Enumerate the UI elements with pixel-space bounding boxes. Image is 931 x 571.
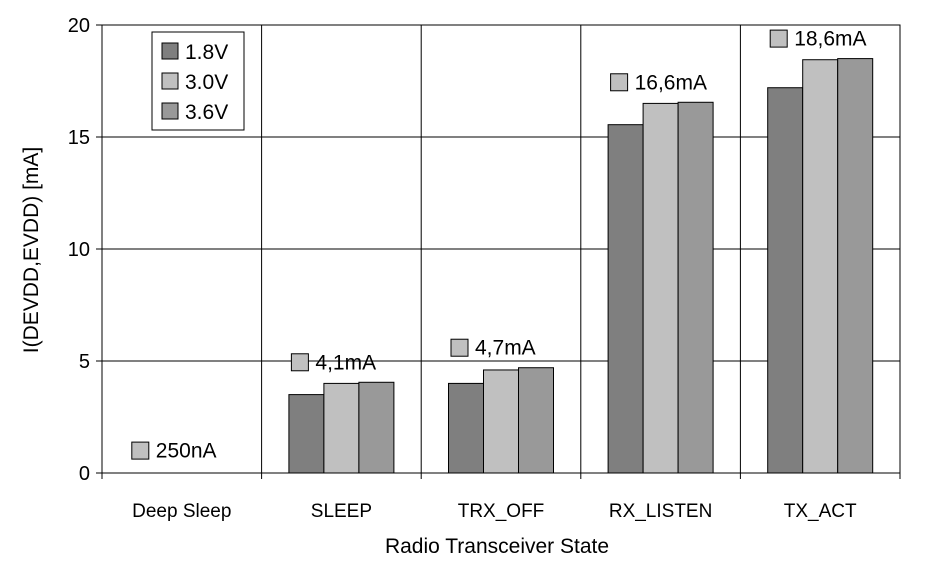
y-tick-label: 0 <box>79 463 90 485</box>
annotation-label: 4,1mA <box>315 351 376 374</box>
y-tick-label: 20 <box>68 15 90 37</box>
bar-trx-off-1-8V <box>448 382 484 474</box>
annotation-label: 250nA <box>156 440 217 463</box>
bar-sleep-3-6V <box>358 381 395 474</box>
x-tick-label: Deep Sleep <box>132 501 231 522</box>
bar-tx-act-1-8V <box>767 87 804 474</box>
annotation-marker <box>131 441 150 460</box>
y-axis-title: I(DEVDD,EVDD) [mA] <box>20 147 43 354</box>
legend-swatch <box>161 42 179 60</box>
x-tick-labels: Deep Sleep SLEEP TRX_OFF RX_LISTEN TX_ACT <box>132 501 857 522</box>
annotation-label: 16,6mA <box>635 71 707 94</box>
legend-swatch <box>161 72 179 90</box>
x-tick-label: TX_ACT <box>784 501 857 522</box>
annotation-marker <box>290 353 309 372</box>
axes <box>96 24 901 479</box>
annotation-label: 4,7mA <box>475 337 536 360</box>
annotation-marker <box>450 338 469 357</box>
annotation-label: 18,6mA <box>794 28 866 51</box>
bar-tx-act-3-6V <box>837 58 874 474</box>
legend: 1.8V 3.0V 3.6V <box>151 31 245 131</box>
bar-rx-listen-3-6V <box>677 101 714 474</box>
y-tick-label: 15 <box>68 127 90 149</box>
x-tick-label: SLEEP <box>311 501 372 522</box>
y-tick-labels: 0 5 10 15 20 <box>68 15 90 485</box>
bar-tx-act-3-0V <box>802 59 839 474</box>
x-axis-title: Radio Transceiver State <box>385 535 609 558</box>
legend-label: 3.0V <box>185 71 228 94</box>
x-tick-label: TRX_OFF <box>458 501 545 522</box>
bar-trx-off-3-0V <box>483 369 519 474</box>
bar-trx-off-3-6V <box>518 367 554 474</box>
x-tick-label: RX_LISTEN <box>609 501 712 522</box>
annotations: 250nA 4,1mA 4,7mA 16,6mA 18,6mA <box>131 28 867 463</box>
bars <box>288 58 874 474</box>
legend-label: 3.6V <box>185 101 228 124</box>
bar-sleep-3-0V <box>323 382 360 474</box>
legend-label: 1.8V <box>185 41 228 64</box>
y-tick-label: 10 <box>68 239 90 261</box>
bar-rx-listen-1-8V <box>607 124 644 474</box>
annotation-marker <box>769 29 788 48</box>
plot-area-frame <box>101 24 901 474</box>
legend-swatch <box>161 102 179 120</box>
y-tick-label: 5 <box>79 351 90 373</box>
bar-sleep-1-8V <box>288 394 325 474</box>
bar-rx-listen-3-0V <box>642 102 679 474</box>
annotation-marker <box>610 73 629 92</box>
